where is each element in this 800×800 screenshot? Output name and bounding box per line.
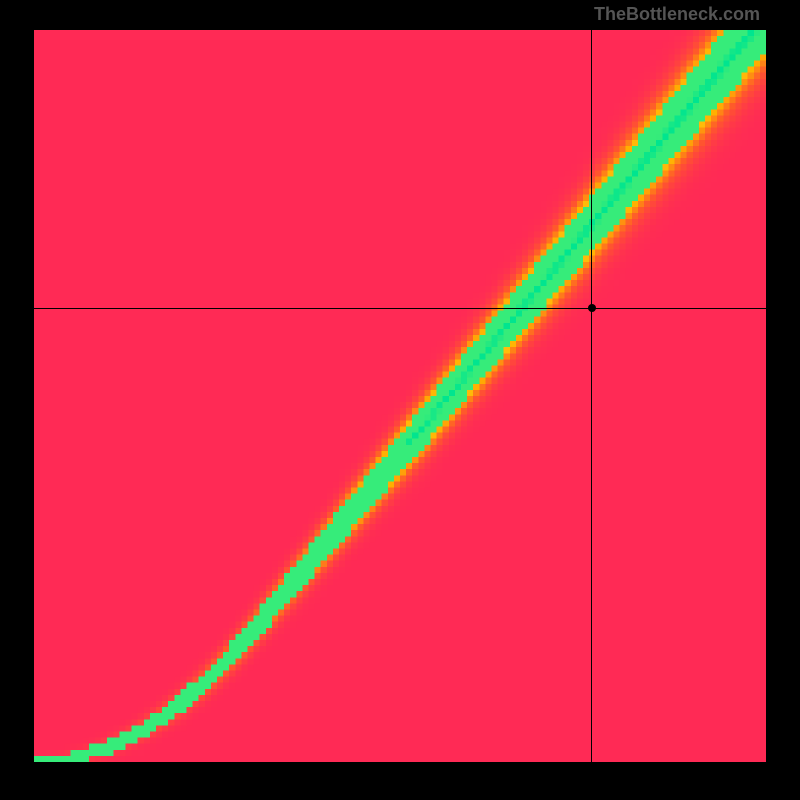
crosshair-horizontal — [34, 308, 766, 309]
plot-container — [34, 30, 766, 762]
watermark: TheBottleneck.com — [594, 4, 760, 25]
heatmap-canvas — [34, 30, 766, 762]
marker-dot — [588, 304, 596, 312]
crosshair-vertical — [591, 30, 592, 762]
